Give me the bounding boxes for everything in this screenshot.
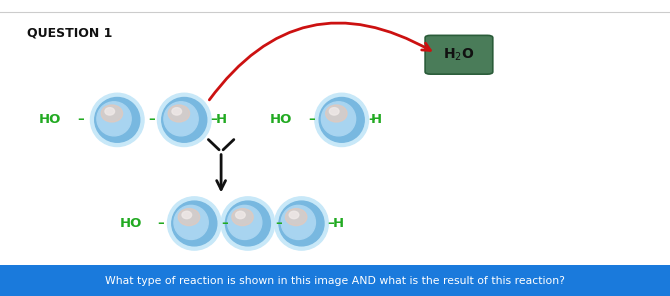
Text: H: H	[371, 113, 382, 126]
Ellipse shape	[161, 97, 207, 142]
Text: –: –	[210, 113, 217, 126]
Text: –: –	[77, 113, 84, 126]
Ellipse shape	[174, 205, 208, 239]
Text: HO: HO	[270, 113, 293, 126]
Text: HO: HO	[119, 217, 142, 230]
Text: H: H	[333, 217, 344, 230]
FancyBboxPatch shape	[425, 36, 493, 74]
Ellipse shape	[168, 197, 221, 250]
Text: –: –	[308, 113, 315, 126]
Text: –: –	[149, 113, 155, 126]
Ellipse shape	[90, 93, 144, 147]
Ellipse shape	[289, 211, 299, 219]
Ellipse shape	[157, 93, 211, 147]
Ellipse shape	[285, 209, 307, 226]
Text: QUESTION 1: QUESTION 1	[27, 27, 112, 40]
Ellipse shape	[168, 105, 190, 122]
Ellipse shape	[236, 211, 245, 219]
Text: HO: HO	[39, 113, 62, 126]
Ellipse shape	[281, 205, 316, 239]
Ellipse shape	[228, 205, 262, 239]
Text: –: –	[157, 217, 164, 230]
Ellipse shape	[182, 211, 192, 219]
Ellipse shape	[232, 209, 253, 226]
Text: –: –	[222, 217, 228, 230]
Text: H: H	[216, 113, 226, 126]
FancyBboxPatch shape	[0, 265, 670, 296]
Ellipse shape	[275, 197, 328, 250]
Ellipse shape	[225, 201, 271, 246]
Ellipse shape	[94, 97, 140, 142]
Text: –: –	[368, 113, 375, 126]
Ellipse shape	[315, 93, 368, 147]
Text: –: –	[275, 217, 282, 230]
Ellipse shape	[164, 102, 198, 136]
Text: What type of reaction is shown in this image AND what is the result of this reac: What type of reaction is shown in this i…	[105, 276, 565, 286]
Text: –: –	[328, 217, 334, 230]
Ellipse shape	[105, 108, 115, 115]
Ellipse shape	[322, 102, 356, 136]
Ellipse shape	[178, 209, 200, 226]
Ellipse shape	[279, 201, 324, 246]
Ellipse shape	[172, 201, 217, 246]
Text: H$_2$O: H$_2$O	[444, 46, 474, 63]
Ellipse shape	[97, 102, 131, 136]
Ellipse shape	[221, 197, 275, 250]
Ellipse shape	[326, 105, 347, 122]
Ellipse shape	[330, 108, 339, 115]
Ellipse shape	[172, 108, 182, 115]
Ellipse shape	[319, 97, 364, 142]
Ellipse shape	[101, 105, 123, 122]
